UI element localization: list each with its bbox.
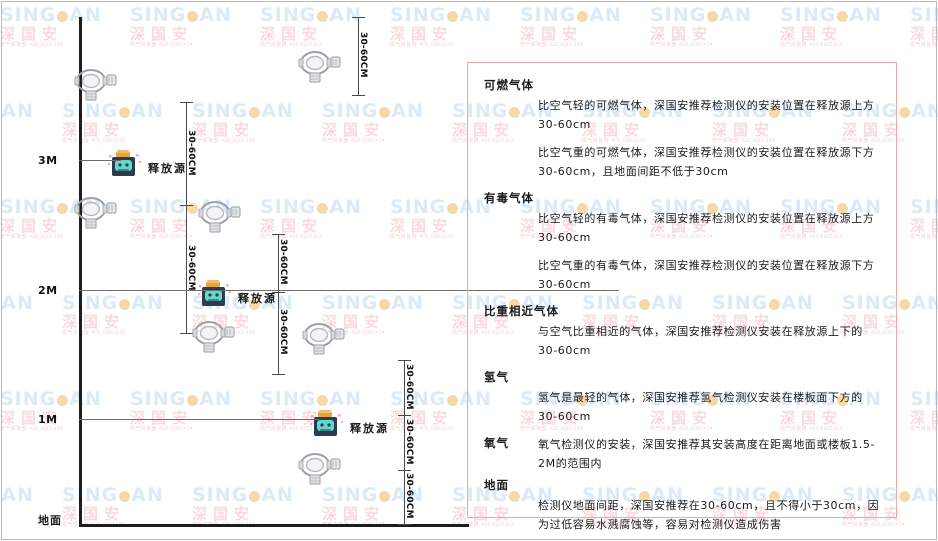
recommendation-section: 有毒气体 比空气轻的有毒气体，深国安推荐检测仪的安装位置在释放源上方30-60cm…: [484, 190, 882, 294]
recommendation-section: 氧气 氧气检测仪的安装，深国安推荐其安装高度在距离地面或楼板1.5-2M的范围内: [484, 435, 882, 473]
section-title: 比重相近气体: [484, 304, 559, 318]
section-title: 地面: [484, 478, 509, 492]
height-gridline: [79, 290, 619, 291]
section-body: 检测仪地面间距，深国安推荐在30-60cm，且不得小于30cm，因为过低容易水溅…: [538, 496, 882, 534]
recommendation-panel: 可燃气体 比空气轻的可燃气体，深国安推荐检测仪的安装位置在释放源上方30-60cm…: [467, 62, 897, 531]
section-paragraph: 检测仪地面间距，深国安推荐在30-60cm，且不得小于30cm，因为过低容易水溅…: [538, 499, 880, 531]
release-source-icon: [108, 149, 142, 180]
dimension-line: [186, 102, 187, 205]
gas-detector-icon: [296, 50, 342, 84]
section-body: 与空气比重相近的气体，深国安推荐检测仪安装在释放源上下的30-60cm: [538, 322, 882, 360]
section-title: 有毒气体: [484, 191, 534, 205]
dimension-line: [404, 470, 405, 524]
gas-detector-icon: [300, 322, 346, 356]
section-body: 氢气是最轻的气体，深国安推荐氢气检测仪安装在楼板面下方的30-60cm: [538, 388, 882, 426]
dimension-label: 30-60CM: [358, 32, 368, 78]
recommendation-section: 可燃气体 比空气轻的可燃气体，深国安推荐检测仪的安装位置在释放源上方30-60cm…: [484, 77, 882, 181]
release-source-icon: [198, 279, 232, 310]
release-source-label: 释放源: [350, 423, 389, 435]
recommendation-section: 氢气氢气是最轻的气体，深国安推荐氢气检测仪安装在楼板面下方的30-60cm: [484, 369, 882, 426]
ground-label: 地面: [38, 515, 62, 527]
section-paragraph: 氧气检测仪的安装，深国安推荐其安装高度在距离地面或楼板1.5-2M的范围内: [538, 438, 876, 470]
axis-label-1m: 1M: [38, 413, 58, 426]
section-body: 比空气轻的有毒气体，深国安推荐检测仪的安装位置在释放源上方30-60cm 比空气重…: [538, 209, 882, 294]
gas-detector-icon: [296, 452, 342, 486]
dimension-label: 30-60CM: [278, 239, 288, 285]
dimension-line: [278, 292, 279, 374]
section-title: 氧气: [484, 436, 509, 450]
dimension-tick: [398, 524, 411, 525]
dimension-label: 30-60CM: [186, 245, 196, 291]
dimension-label: 30-60CM: [404, 418, 414, 465]
gas-detector-icon: [196, 200, 242, 234]
section-paragraph: 与空气比重相近的气体，深国安推荐检测仪安装在释放源上下的30-60cm: [538, 325, 863, 357]
release-source-icon: [310, 409, 344, 440]
section-paragraph: 氢气是最轻的气体，深国安推荐氢气检测仪安装在楼板面下方的30-60cm: [538, 391, 863, 423]
gas-detector-icon: [72, 68, 118, 102]
axis-label-2m: 2M: [38, 284, 58, 297]
release-source-label: 释放源: [148, 163, 187, 175]
section-title: 可燃气体: [484, 78, 534, 92]
dimension-label: 30-60CM: [186, 129, 196, 176]
vertical-axis: [79, 17, 82, 527]
dimension-tick: [180, 333, 193, 334]
dimension-label: 30-60CM: [404, 473, 414, 519]
dimension-tick: [272, 374, 285, 375]
dimension-line: [186, 205, 187, 333]
ground-line: [79, 524, 469, 527]
gas-detector-icon: [190, 320, 236, 354]
installation-height-diagram: 3M 2M 1M 30-60CM 30-60CM 30-60CM 30-60CM 30-60…: [38, 17, 619, 527]
dimension-line: [358, 17, 359, 95]
axis-label-3m: 3M: [38, 154, 58, 167]
section-paragraph: 比空气轻的有毒气体，深国安推荐检测仪的安装位置在释放源上方30-60cm: [538, 212, 875, 244]
dimension-tick: [352, 95, 365, 96]
recommendation-section: 比重相近气体与空气比重相近的气体，深国安推荐检测仪安装在释放源上下的30-60c…: [484, 303, 882, 360]
section-paragraph: 比空气轻的可燃气体，深国安推荐检测仪的安装位置在释放源上方30-60cm: [538, 99, 875, 131]
dimension-line: [404, 360, 405, 415]
release-source-label: 释放源: [238, 293, 277, 305]
dimension-label: 30-60CM: [404, 363, 414, 410]
dimension-line: [404, 415, 405, 470]
section-paragraph: 比空气重的可燃气体，深国安推荐检测仪的安装位置在释放源下方30-60cm，且地面…: [538, 146, 875, 178]
height-gridline: [79, 160, 121, 161]
dimension-line: [278, 234, 279, 292]
height-gridline: [79, 419, 319, 420]
section-body: 比空气轻的可燃气体，深国安推荐检测仪的安装位置在释放源上方30-60cm 比空气重…: [538, 96, 882, 181]
gas-detector-icon: [72, 196, 118, 230]
section-title: 氢气: [484, 370, 509, 384]
recommendation-section: 地面检测仪地面间距，深国安推荐在30-60cm，且不得小于30cm，因为过低容易…: [484, 477, 882, 534]
section-paragraph: 比空气重的有毒气体，深国安推荐检测仪的安装位置在释放源下方30-60cm: [538, 259, 875, 291]
dimension-label: 30-60CM: [278, 309, 288, 355]
